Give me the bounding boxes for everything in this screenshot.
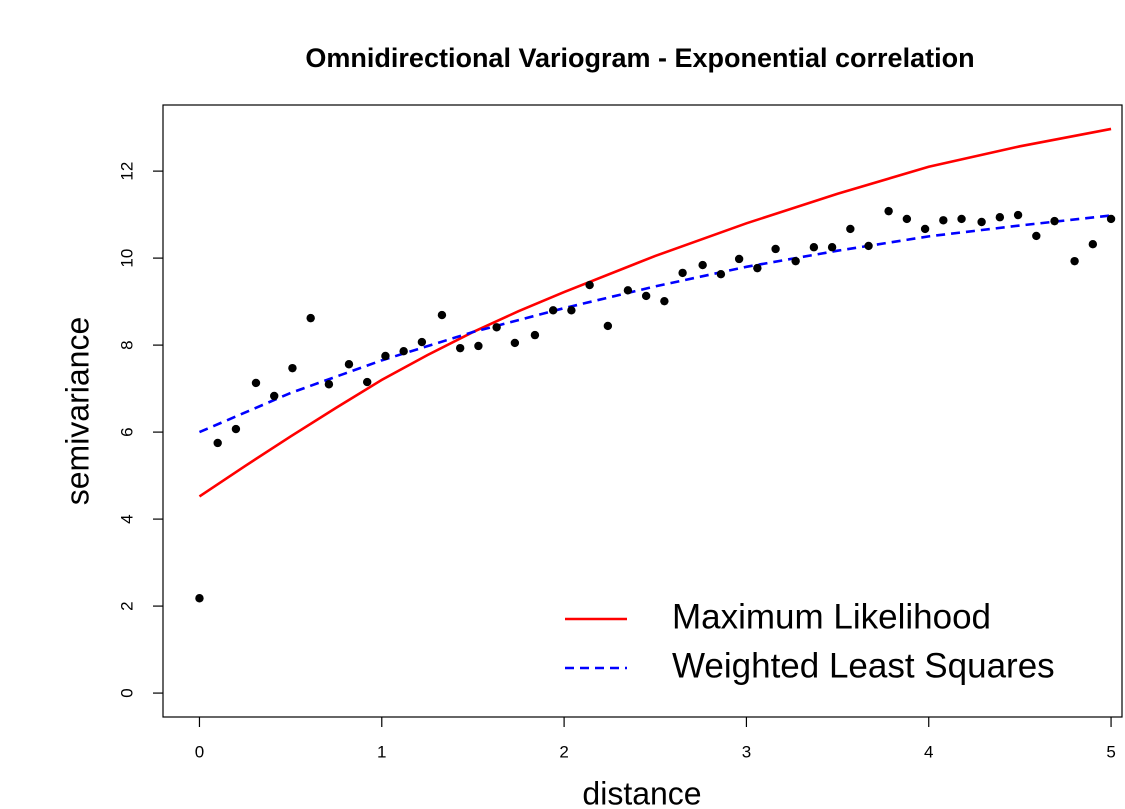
point: [791, 256, 800, 266]
point: [474, 341, 483, 351]
point: [977, 217, 986, 227]
curve: [198, 127, 1112, 498]
chart-title: Omnidirectional Variogram - Exponential …: [305, 43, 974, 73]
point: [231, 424, 241, 434]
point: [734, 254, 744, 264]
point: [771, 244, 780, 254]
point: [603, 321, 613, 331]
point: [1032, 231, 1041, 241]
point: [510, 338, 520, 348]
point: [809, 243, 819, 252]
y-tick-label: 12: [117, 162, 136, 181]
point: [957, 214, 966, 224]
point: [530, 330, 540, 340]
x-tick-label: 1: [377, 742, 386, 761]
point: [698, 260, 707, 270]
point: [270, 391, 279, 401]
y-tick-label: 2: [117, 601, 136, 610]
point: [437, 310, 447, 320]
point: [213, 438, 222, 448]
point: [195, 594, 204, 603]
point: [492, 323, 501, 332]
curve: [198, 214, 1112, 434]
point: [678, 268, 687, 278]
point: [585, 280, 594, 290]
point: [1088, 239, 1098, 249]
x-tick-label: 5: [1106, 742, 1115, 761]
point: [939, 216, 948, 225]
x-tick-label: 4: [924, 742, 933, 761]
point: [417, 337, 427, 347]
point: [827, 243, 837, 252]
point: [920, 224, 930, 234]
y-tick-label: 6: [117, 427, 136, 436]
point: [995, 213, 1005, 222]
point: [902, 214, 912, 224]
point: [864, 241, 873, 251]
point: [381, 351, 390, 361]
legend-label: Weighted Least Squares: [672, 646, 1055, 685]
point: [660, 296, 669, 306]
point: [306, 313, 315, 323]
point: [641, 291, 651, 301]
point: [288, 363, 297, 373]
point: [623, 286, 633, 295]
x-tick-label: 0: [195, 742, 204, 761]
legend-label: Maximum Likelihood: [672, 597, 991, 636]
point: [548, 306, 558, 315]
x-axis-label: distance: [582, 775, 701, 809]
point: [1106, 214, 1116, 224]
y-tick-label: 0: [117, 688, 136, 697]
point: [251, 378, 261, 388]
point: [1070, 256, 1079, 266]
point: [567, 306, 576, 315]
point: [846, 224, 855, 234]
point: [1050, 216, 1059, 226]
y-tick-label: 4: [117, 514, 136, 523]
point: [455, 343, 465, 353]
x-tick-label: 2: [559, 742, 568, 761]
y-tick-label: 8: [117, 340, 136, 349]
point: [399, 346, 408, 356]
point: [716, 270, 726, 279]
point: [344, 360, 354, 369]
point: [753, 263, 762, 273]
x-tick-label: 3: [742, 742, 751, 761]
point: [1013, 210, 1023, 220]
point: [324, 380, 334, 389]
y-tick-label: 10: [117, 249, 136, 268]
point: [362, 377, 372, 387]
point: [884, 206, 893, 216]
plot-frame: [162, 104, 1123, 718]
y-axis-label: semivariance: [59, 317, 95, 506]
